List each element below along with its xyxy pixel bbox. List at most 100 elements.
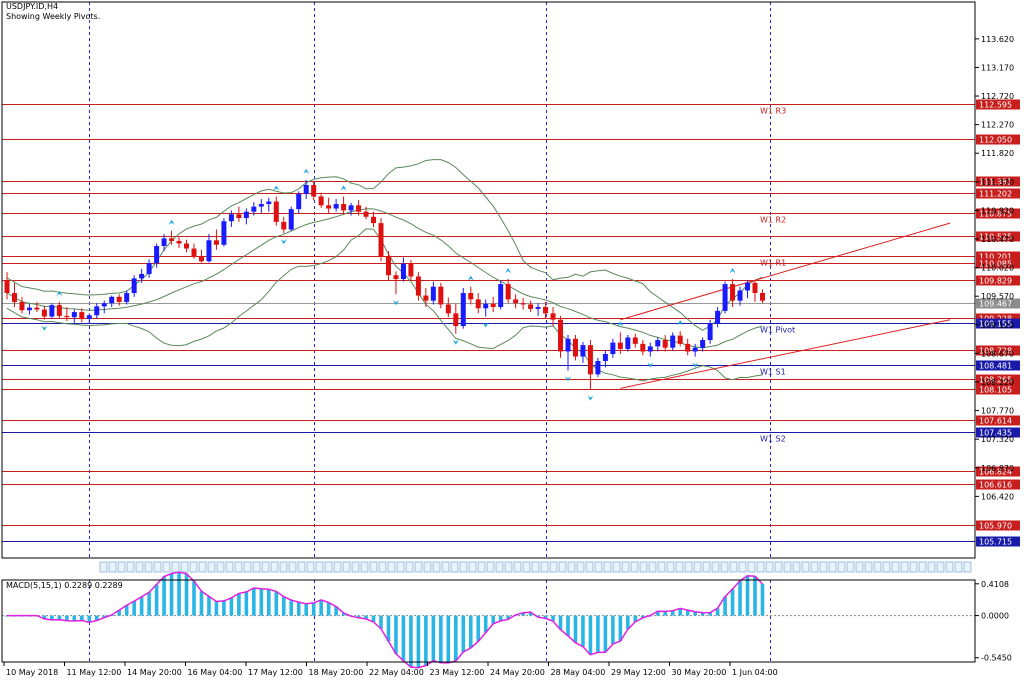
candle [460, 287, 466, 329]
candle [759, 289, 765, 304]
macd-bar [162, 576, 166, 616]
macd-bar [476, 615, 481, 642]
pivot-line-label: W1 R3 [760, 107, 786, 116]
macd-bar [102, 615, 107, 618]
trend-line-lower [620, 319, 951, 389]
macd-bar [730, 589, 735, 616]
candle-body [737, 290, 743, 301]
trend-channel [620, 222, 951, 389]
session-box [513, 561, 522, 573]
candle [498, 280, 504, 310]
candle [378, 218, 384, 262]
fractal-up-arrow [56, 290, 63, 296]
session-box [288, 561, 297, 573]
pivot-price-tag [976, 134, 1020, 145]
macd-bar [521, 612, 525, 616]
candle [580, 341, 586, 363]
candle [453, 303, 459, 334]
session-box [297, 561, 306, 573]
candle-body [64, 315, 70, 318]
session-box [333, 561, 342, 573]
session-box [99, 561, 108, 573]
candle [161, 233, 167, 252]
fractal-up-arrow [467, 275, 474, 281]
candle-body [228, 214, 234, 222]
time-tick-label: 16 May 04:00 [188, 668, 243, 677]
session-box [945, 561, 954, 573]
candle [348, 202, 354, 216]
time-tick-label: 23 May 12:00 [430, 668, 485, 677]
candle-body [700, 340, 706, 348]
candle [11, 282, 17, 308]
candle [228, 210, 234, 227]
candle-body [79, 312, 85, 320]
macd-bar [267, 589, 271, 616]
pivot-line-label: W1 R2 [760, 216, 786, 225]
macd-bar [738, 580, 742, 616]
candle [154, 243, 160, 268]
session-box [810, 561, 819, 573]
candle [49, 303, 55, 319]
price-tick-label: 109.570 [981, 292, 1014, 301]
session-box [927, 561, 936, 573]
candle [602, 350, 608, 368]
time-tick-label: 28 May 04:00 [551, 668, 606, 677]
macd-tick-label: 0.0000 [981, 612, 1009, 621]
pivot-price-label: 111.381 [979, 178, 1012, 187]
candle [266, 197, 272, 212]
session-box [684, 561, 693, 573]
pivot-price-label: 106.824 [979, 468, 1012, 477]
session-box [936, 561, 945, 573]
macd-bar [364, 615, 368, 619]
fractal-up-arrow [677, 320, 684, 326]
candle [610, 338, 616, 358]
time-tick-label: 14 May 20:00 [127, 668, 182, 677]
pivot-price-label: 106.616 [979, 481, 1012, 490]
candle [146, 259, 152, 278]
fractal-down-arrow [565, 376, 571, 382]
session-box [252, 561, 261, 573]
macd-bar [50, 615, 54, 620]
candle-body [333, 204, 339, 209]
macd-bar [596, 615, 600, 653]
price-tick-label: 112.720 [981, 92, 1014, 101]
trend-line-upper [620, 222, 951, 321]
candle [124, 290, 130, 305]
macd-bar [244, 591, 249, 616]
macd-bar [506, 615, 510, 620]
candle-body [266, 201, 272, 205]
candle-body [505, 284, 511, 300]
candle [71, 309, 77, 324]
candle-body [550, 313, 556, 320]
candle [752, 280, 758, 302]
session-box [549, 561, 558, 573]
price-tick-label: 113.170 [981, 63, 1014, 72]
price-axis[interactable]: 112.595 112.050 111.381 111.202 110.875 110.5… [975, 35, 1020, 547]
session-box [756, 561, 765, 573]
macd-bar [454, 615, 458, 661]
macd-bar [641, 615, 645, 618]
session-box [162, 561, 171, 573]
candle-body [423, 295, 429, 301]
macd-bar [663, 611, 668, 616]
candle-body [490, 303, 496, 308]
candle-body [206, 240, 212, 262]
candle-body [587, 345, 593, 375]
macd-bar [581, 615, 585, 647]
symbol-label: USDJPY.ID,H4 [6, 2, 59, 11]
session-box [315, 561, 324, 573]
candle-body [341, 204, 347, 211]
chart-title: USDJPY.ID,H4 Showing Weekly Pivots. [6, 2, 100, 22]
pivot-price-tag [976, 188, 1020, 199]
fractal-down-arrow [452, 339, 459, 345]
price-tick-label: 112.270 [981, 121, 1014, 130]
macd-bar [715, 608, 720, 616]
candle [79, 308, 85, 323]
macd-bar [685, 610, 690, 616]
session-box [693, 561, 702, 573]
session-box [828, 561, 837, 573]
session-box [432, 561, 441, 573]
macd-bar [693, 611, 697, 616]
candle [363, 206, 369, 220]
